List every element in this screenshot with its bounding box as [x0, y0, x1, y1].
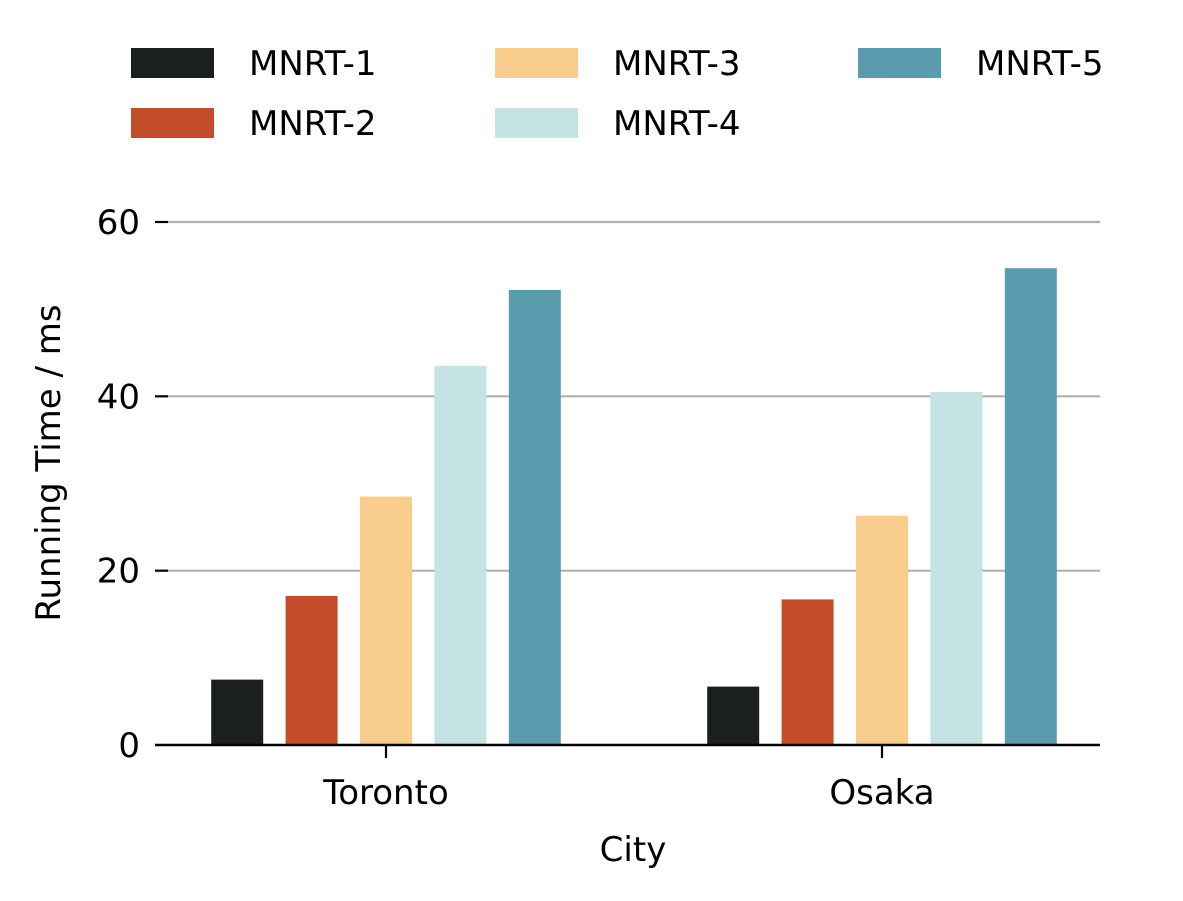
bar-mnrt-4-toronto — [434, 365, 487, 745]
bar-mnrt-5-osaka — [1004, 268, 1057, 745]
y-tick-label: 20 — [97, 552, 140, 592]
y-tick-label: 60 — [97, 203, 140, 243]
y-axis: 0 20 40 60 — [97, 203, 168, 766]
bar-mnrt-3-toronto — [360, 496, 412, 745]
legend-label-mnrt-3: MNRT-3 — [613, 44, 740, 84]
x-axis: Toronto Osaka — [155, 743, 1100, 813]
legend-label-mnrt-4: MNRT-4 — [613, 104, 740, 144]
bars — [211, 268, 1057, 745]
legend-swatch-mnrt-3 — [495, 48, 578, 78]
bar-mnrt-4-osaka — [930, 391, 983, 745]
legend-swatch-mnrt-2 — [131, 108, 214, 138]
x-axis-title: City — [600, 830, 667, 870]
y-axis-title: Running Time / ms — [29, 304, 69, 621]
bar-mnrt-3-osaka — [856, 515, 908, 745]
x-tick-label-osaka: Osaka — [829, 773, 934, 813]
bar-mnrt-5-toronto — [508, 289, 561, 745]
legend-swatch-mnrt-1 — [131, 48, 214, 78]
legend-label-mnrt-5: MNRT-5 — [976, 44, 1103, 84]
y-tick-label: 40 — [97, 377, 140, 417]
bar-mnrt-1-osaka — [707, 686, 760, 745]
legend-swatch-mnrt-4 — [495, 108, 578, 138]
bar-mnrt-1-toronto — [211, 679, 264, 745]
legend-label-mnrt-2: MNRT-2 — [249, 104, 376, 144]
y-tick-label: 0 — [118, 726, 140, 766]
legend-swatch-mnrt-5 — [858, 48, 941, 78]
x-tick-label-toronto: Toronto — [322, 773, 449, 813]
legend: MNRT-1 MNRT-2 MNRT-3 MNRT-4 MNRT-5 — [131, 44, 1103, 144]
legend-label-mnrt-1: MNRT-1 — [249, 44, 376, 84]
bar-mnrt-2-toronto — [285, 595, 338, 745]
bar-mnrt-2-osaka — [781, 599, 834, 745]
